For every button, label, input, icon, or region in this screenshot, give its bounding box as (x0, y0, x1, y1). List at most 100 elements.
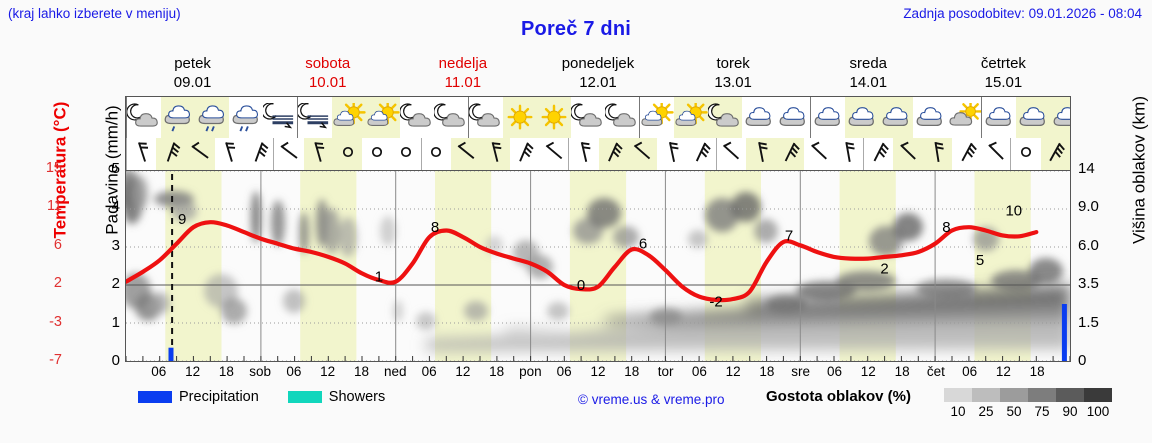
cloud-icon (1016, 103, 1050, 133)
weather-icon-cell (537, 97, 571, 138)
showers-swatch (287, 391, 322, 403)
svg-text:2: 2 (880, 260, 888, 277)
time-tick-label: 12 (455, 364, 471, 379)
wind-barb-icon (308, 139, 328, 170)
wind-barb-cell (185, 138, 215, 170)
cloud-height-tick-5: 0 (1078, 352, 1087, 369)
weather-icon-cell (810, 97, 845, 138)
svg-text:1: 1 (375, 269, 383, 286)
day-date: 12.01 (579, 74, 617, 91)
wind-barb-row (125, 138, 1071, 170)
day-column-ponedeljek: ponedeljek 12.01 (530, 54, 665, 94)
wind-barb-icon (691, 139, 711, 170)
last-update-text: Zadnja posodobitev: 09.01.2026 - 08:04 (903, 6, 1142, 21)
day-date: 13.01 (714, 74, 752, 91)
moon-cloud-icon (469, 102, 503, 133)
time-tick-label: ned (384, 364, 407, 379)
time-axis-labels: 06 12 18 sob 06 12 18 ned 06 12 18 pon 06 12 18 tor 06 12… (125, 364, 1071, 382)
day-name: sreda (849, 55, 888, 72)
cloud-density-step-100 (1084, 388, 1112, 402)
day-name: nedelja (438, 55, 488, 72)
precipitation-tick-4: 1 (111, 313, 120, 331)
moon-cloud-icon (434, 102, 468, 133)
time-tick-label: 12 (860, 364, 876, 379)
day-name: ponedeljek (561, 55, 635, 72)
cloud-rain-icon (195, 103, 229, 133)
copyright-text[interactable]: © vreme.us & vreme.pro (578, 392, 725, 407)
wind-barb-icon (485, 139, 505, 170)
day-column-petek: petek 09.01 (125, 54, 260, 94)
moon-wind-icon (298, 102, 332, 133)
wind-barb-cell (598, 138, 628, 170)
wind-barb-cell (1010, 138, 1040, 170)
weather-icon-cell (674, 97, 708, 138)
weather-icon-cell (161, 97, 195, 138)
cloud-density-scale-label: 25 (978, 404, 994, 419)
wind-barb-cell (332, 138, 363, 170)
cloud-density-step-50 (1000, 388, 1028, 402)
time-tick-label: 06 (826, 364, 843, 379)
sun-cloud-icon (332, 102, 366, 133)
wind-barb-icon (544, 139, 564, 170)
weather-icon-cell (639, 97, 674, 138)
day-name: torek (716, 55, 750, 72)
wind-barb-cell (362, 138, 391, 170)
weather-icon-cell (776, 97, 810, 138)
sun-icon (537, 103, 571, 133)
time-tick-label: 18 (353, 364, 370, 379)
cloud-density-step-10 (944, 388, 972, 402)
wind-barb-cell (273, 138, 303, 170)
wind-barb-icon (869, 139, 889, 170)
time-tick-label: 06 (151, 364, 167, 379)
wind-barb-icon (898, 139, 918, 170)
precip-legend: Precipitation Showers (138, 389, 385, 405)
time-tick-label: 18 (759, 364, 775, 379)
wind-barb-cell (775, 138, 805, 170)
wind-barb-icon (986, 139, 1006, 170)
showers-legend-label: Showers (328, 389, 386, 405)
day-name: petek (174, 55, 211, 72)
wind-barb-cell (745, 138, 776, 170)
time-tick-label: sob (249, 364, 271, 379)
cloud-height-tick-4: 1.5 (1078, 313, 1099, 331)
weather-icon-cell (947, 97, 981, 138)
svg-text:8: 8 (431, 219, 439, 236)
cloud-icon (776, 103, 810, 133)
precipitation-tick-1: 4 (111, 198, 120, 216)
wind-barb-cell (834, 138, 863, 170)
time-tick-label: 18 (218, 364, 234, 379)
page-title: Poreč 7 dni (520, 18, 631, 40)
time-tick-label: čet (926, 364, 945, 379)
wind-barb-cell (244, 138, 273, 170)
temperature-tick-4: -3 (49, 313, 62, 330)
wind-barb-cell (420, 138, 451, 170)
temperature-tick-1: 11 (46, 198, 62, 215)
day-date: 10.01 (308, 74, 347, 91)
weather-icon-cell (981, 97, 1016, 138)
cloud-sun-icon (947, 102, 981, 133)
wind-barb-icon (574, 139, 594, 170)
time-tick-label: 06 (286, 364, 302, 379)
sun-icon (503, 103, 537, 133)
wind-barb-cell (863, 138, 893, 170)
wind-barb-cell (215, 138, 244, 170)
wind-barb-icon (927, 139, 947, 170)
wind-barb-cell (627, 138, 658, 170)
wind-barb-cell (568, 138, 598, 170)
weather-icon-cell (468, 97, 503, 138)
time-tick-label: 12 (590, 364, 606, 379)
svg-text:-2: -2 (709, 294, 722, 311)
day-column-sreda: sreda 14.01 (801, 54, 936, 94)
precipitation-tick-3: 2 (111, 275, 120, 293)
cloud-sun-rain-icon (161, 103, 195, 133)
weather-icon-cell (571, 97, 605, 138)
cloud-height-axis-title: Višina oblakov (km) (1129, 95, 1149, 245)
cloud-density-scale-label: 75 (1034, 404, 1050, 419)
location-hint: (kraj lahko izberete v meniju) (8, 6, 181, 21)
weather-icon-row (125, 96, 1071, 138)
wind-barb-icon (809, 139, 829, 170)
moon-wind-icon (263, 102, 297, 133)
cloud-height-tick-3: 3.5 (1078, 275, 1099, 293)
wind-barb-icon (957, 139, 977, 170)
